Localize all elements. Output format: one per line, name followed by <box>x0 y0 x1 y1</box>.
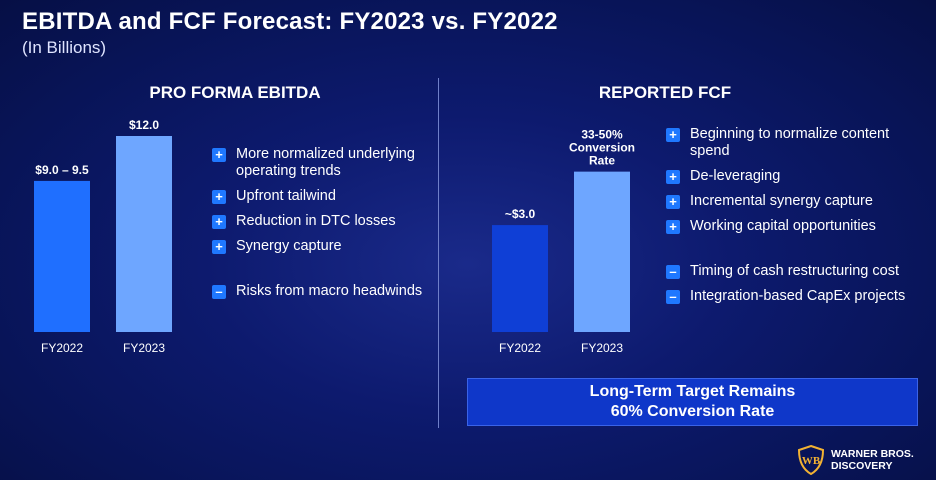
fcf-bullet-text: De-leveraging <box>690 168 781 184</box>
plus-icon: + <box>212 190 226 204</box>
ebitda-bar-fy2022 <box>34 180 90 332</box>
plus-icon: + <box>666 170 680 184</box>
fcf-bullet-text: Incremental synergy capture <box>690 193 873 209</box>
ebitda-bullet-text: Risks from macro headwinds <box>236 283 423 299</box>
ebitda-tick-label-fy2022: FY2022 <box>41 341 83 355</box>
fcf-bullet-text: Timing of cash restructuring cost <box>690 263 899 279</box>
minus-icon: – <box>666 265 680 279</box>
long-term-target-banner: Long-Term Target Remains 60% Conversion … <box>467 378 918 426</box>
wb-shield-icon: WB <box>797 445 825 475</box>
logo-line-1: WARNER BROS. <box>831 448 914 460</box>
ebitda-tick-label-fy2023: FY2023 <box>123 341 165 355</box>
fcf-driver-list: + Beginning to normalize content spend + De… <box>666 126 916 313</box>
ebitda-bar-chart: $9.0 – 9.5 FY2022 $12.0 FY2023 <box>34 118 172 355</box>
fcf-bullet-item: + Working capital opportunities <box>666 218 916 235</box>
ebitda-bullet-item: – Risks from macro headwinds <box>212 283 432 300</box>
ebitda-bullet-text: Synergy capture <box>236 238 342 254</box>
minus-icon: – <box>666 290 680 304</box>
logo-line-2: DISCOVERY <box>831 460 893 472</box>
fcf-bullet-text: Beginning to normalize content spend <box>690 126 890 159</box>
fcf-tick-label-fy2023: FY2023 <box>581 341 623 355</box>
fcf-bar-fy2022 <box>492 225 548 332</box>
minus-icon: – <box>212 285 226 299</box>
plus-icon: + <box>666 195 680 209</box>
plus-icon: + <box>212 215 226 229</box>
fcf-bar-fy2023 <box>574 171 630 332</box>
target-line-1: Long-Term Target Remains <box>589 383 796 400</box>
target-line-2: 60% Conversion Rate <box>610 403 775 420</box>
fcf-bullet-item: + De-leveraging <box>666 168 916 185</box>
fcf-panel-title: REPORTED FCF <box>598 83 732 102</box>
fcf-bullet-text: Integration-based CapEx projects <box>690 288 906 304</box>
plus-icon: + <box>666 128 680 142</box>
warner-bros-discovery-logo: WB WARNER BROS. DISCOVERY <box>797 443 927 477</box>
ebitda-bullet-text: More normalized underlying operating tre… <box>236 146 415 179</box>
ebitda-bullet-item: + Upfront tailwind <box>212 188 432 205</box>
fcf-data-label-fy2022: ~$3.0 <box>505 207 536 221</box>
ebitda-bullet-text: Reduction in DTC losses <box>236 213 396 229</box>
page-title: EBITDA and FCF Forecast: FY2023 vs. FY20… <box>22 8 558 35</box>
fcf-bullet-item: – Integration-based CapEx projects <box>666 288 916 305</box>
page-subtitle: (In Billions) <box>22 38 107 57</box>
fcf-bullet-item: – Timing of cash restructuring cost <box>666 263 916 280</box>
ebitda-bullet-text: Upfront tailwind <box>236 188 336 204</box>
fcf-data-label-fy2023: 33-50% Conversion Rate <box>569 128 635 168</box>
plus-icon: + <box>666 220 680 234</box>
ebitda-driver-list: + More normalized underlying operating tr… <box>212 146 432 308</box>
ebitda-panel-title: PRO FORMA EBITDA <box>149 83 321 102</box>
ebitda-bullet-item: + More normalized underlying operating tr… <box>212 146 432 180</box>
fcf-bullet-item: + Beginning to normalize content spend <box>666 126 916 160</box>
ebitda-bullet-item: + Synergy capture <box>212 238 432 255</box>
fcf-bullet-item: + Incremental synergy capture <box>666 193 916 210</box>
fcf-bar-chart: ~$3.0 FY2022 33-50% Conversion Rate FY2023 <box>492 128 635 355</box>
svg-text:WB: WB <box>802 455 821 467</box>
ebitda-data-label-fy2022: $9.0 – 9.5 <box>35 163 89 177</box>
ebitda-data-label-fy2023: $12.0 <box>129 118 159 132</box>
plus-icon: + <box>212 148 226 162</box>
ebitda-bar-fy2023 <box>116 136 172 332</box>
ebitda-bullet-item: + Reduction in DTC losses <box>212 213 432 230</box>
panel-divider <box>438 78 439 428</box>
fcf-tick-label-fy2022: FY2022 <box>499 341 541 355</box>
fcf-bullet-text: Working capital opportunities <box>690 218 876 234</box>
plus-icon: + <box>212 240 226 254</box>
